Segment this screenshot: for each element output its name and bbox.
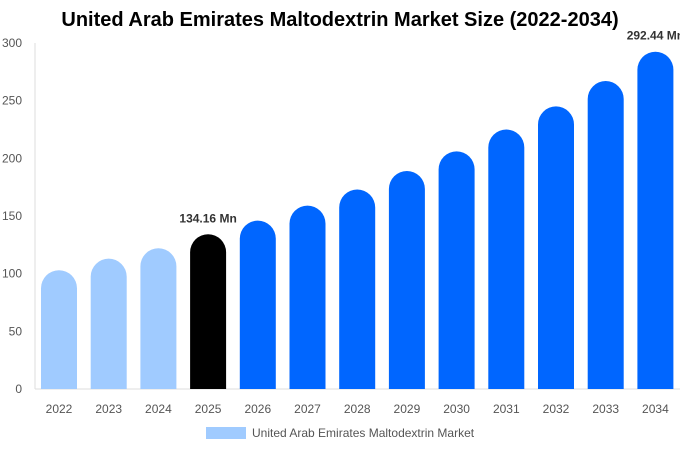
bar-2031: [488, 129, 525, 389]
x-tick-label: 2031: [493, 402, 520, 416]
y-tick-label: 150: [2, 209, 22, 223]
x-tick-label: 2030: [443, 402, 470, 416]
bar-2028: [339, 189, 376, 389]
x-tick-label: 2026: [244, 402, 271, 416]
bar-2030: [438, 151, 475, 389]
chart-title: United Arab Emirates Maltodextrin Market…: [61, 9, 619, 31]
y-tick-label: 50: [9, 324, 23, 338]
bar-2026: [239, 220, 276, 389]
bar-2029: [388, 171, 425, 389]
bar-2025: [190, 234, 227, 389]
x-tick-label: 2024: [145, 402, 172, 416]
bar-2023: [90, 258, 127, 389]
bar-2022: [41, 270, 77, 389]
y-tick-label: 200: [2, 151, 22, 165]
bar-2027: [289, 205, 326, 389]
x-tick-label: 2033: [592, 402, 619, 416]
bar-2024: [140, 248, 177, 389]
y-tick-label: 300: [2, 36, 22, 50]
bar-2032: [538, 106, 574, 389]
x-tick-label: 2025: [195, 402, 222, 416]
legend-swatch: [206, 427, 246, 439]
x-tick-label: 2034: [642, 402, 669, 416]
legend: United Arab Emirates Maltodextrin Market: [206, 426, 474, 440]
legend-label: United Arab Emirates Maltodextrin Market: [252, 426, 475, 440]
x-tick-label: 2027: [294, 402, 321, 416]
x-tick-label: 2032: [543, 402, 570, 416]
data-label: 134.16 Mn: [179, 211, 236, 225]
y-tick-label: 250: [2, 94, 22, 108]
data-label: 292.44 Mn: [627, 29, 680, 43]
y-tick-label: 0: [15, 382, 22, 396]
x-tick-label: 2023: [95, 402, 122, 416]
bar-2033: [587, 81, 624, 389]
bar-2034: [637, 51, 674, 389]
x-tick-label: 2022: [46, 402, 73, 416]
y-tick-label: 100: [2, 267, 22, 281]
x-tick-label: 2029: [394, 402, 421, 416]
x-tick-label: 2028: [344, 402, 371, 416]
